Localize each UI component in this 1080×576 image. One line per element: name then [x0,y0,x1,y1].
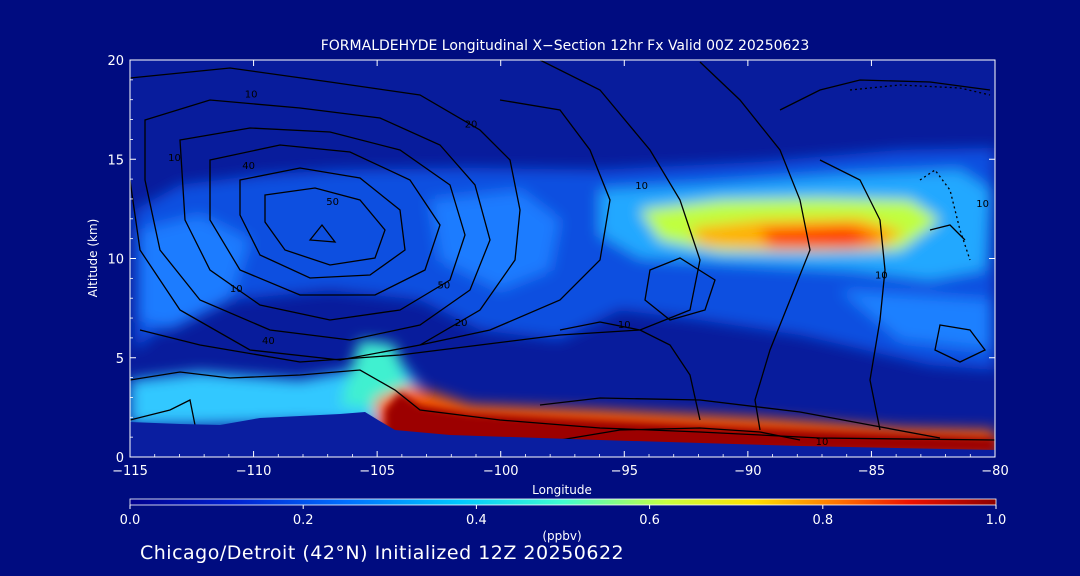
contour-line [819,159,886,431]
x-tick-label: −95 [611,464,638,479]
y-tick-label: 0 [116,451,124,466]
x-tick-label: −105 [359,464,395,479]
contour-labels: 10 20 10 40 50 10 10 10 50 20 40 10 10 10 [168,90,989,448]
contour-line [779,79,991,111]
y-axis-label: Altitude (km) [86,219,100,298]
contour-line [849,84,991,96]
contour-value-label: 10 [976,199,989,210]
contour-line [539,397,941,439]
footer-caption: Chicago/Detroit (42°N) Initialized 12Z 2… [140,542,625,564]
contour-value-label: 20 [455,318,468,329]
colorbar-tick-label: 1.0 [986,513,1007,528]
colorbar-tick-label: 0.4 [466,513,487,528]
contour-line [559,427,801,441]
colorbar-tick-label: 0.0 [120,513,141,528]
x-tick-label: −110 [236,464,272,479]
contour-value-label: 10 [168,153,181,164]
contour-line [209,144,441,296]
colorbar-tick-label: 0.2 [293,513,314,528]
plot-area: 10 20 10 40 50 10 10 10 50 20 40 10 10 10 [130,60,995,457]
contour-line [559,321,701,421]
field-east-red [760,226,885,248]
y-axis: 0 5 10 15 20 [107,54,995,466]
y-tick-label: 5 [116,352,124,367]
colorbar-unit-label: (ppbv) [542,529,581,543]
field-mid-patch-center [430,190,560,290]
y-tick-label: 15 [107,153,124,168]
contour-line [644,257,716,321]
contour-value-label: 50 [326,197,339,208]
contour-line [934,324,986,363]
contour-lines [130,60,995,441]
contour-line [419,99,611,346]
terrain [130,412,995,457]
colorbar [129,498,997,506]
colorbar-ticks: 0.0 0.2 0.4 0.6 0.8 1.0 [120,505,1007,528]
contour-line [130,67,521,361]
contour-line [144,99,491,341]
contour-line [130,399,196,426]
field-surface-red [385,392,995,452]
x-axis-label: Longitude [532,483,592,497]
contour-line [264,187,386,266]
contour-value-label: 40 [242,161,255,172]
contour-value-label: 10 [875,270,888,281]
contour-value-label: 10 [635,181,648,192]
colorbar-tick-label: 0.8 [812,513,833,528]
chart-title: FORMALDEHYDE Longitudinal X−Section 12hr… [321,38,810,54]
contour-value-label: 50 [438,280,451,291]
contour-value-label: 40 [262,336,275,347]
contour-value-label: 10 [816,437,829,448]
contour-value-label: 20 [465,119,478,130]
contour-line [239,167,406,279]
x-axis: −115 −110 −105 −100 −95 −90 −85 −80 [112,60,1009,479]
contour-value-label: 10 [618,320,631,331]
contour-line [179,127,466,321]
x-tick-label: −100 [483,464,519,479]
y-tick-label: 20 [107,54,124,69]
field-mid-patch-west [140,215,250,330]
x-tick-label: −85 [858,464,885,479]
contour-line [130,369,995,441]
contour-line [308,223,337,243]
x-tick-label: −90 [734,464,761,479]
field-east-lower [840,290,990,350]
x-tick-label: −115 [112,464,148,479]
contour-value-label: 10 [245,90,258,101]
colorbar-tick-label: 0.6 [639,513,660,528]
contour-line [929,224,966,241]
contour-line [699,61,811,431]
x-tick-label: −80 [981,464,1008,479]
concentration-field [130,148,995,452]
contour-value-label: 10 [230,284,243,295]
y-tick-label: 10 [107,253,124,268]
